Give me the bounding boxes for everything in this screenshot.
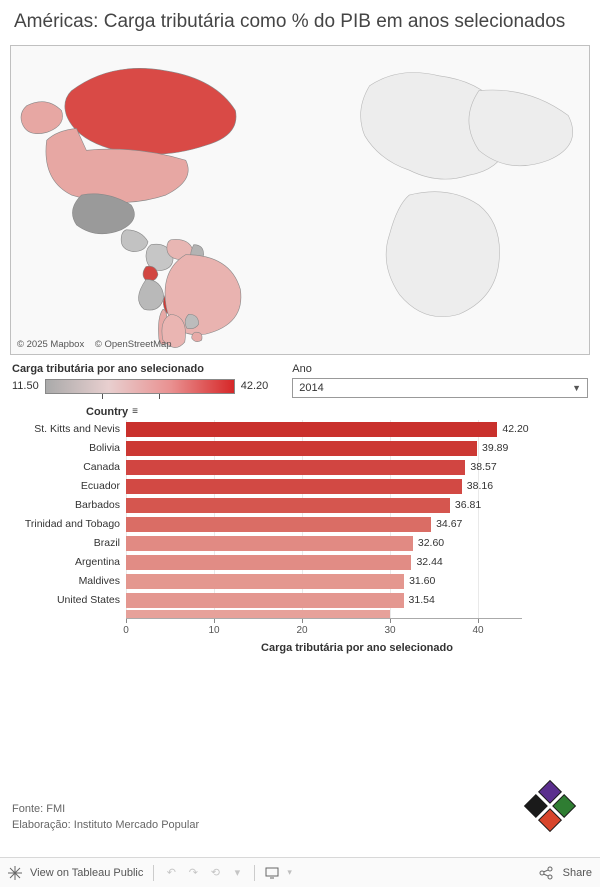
barchart-header-label[interactable]: Country xyxy=(86,406,128,418)
bar-country-label: Maldives xyxy=(12,575,126,587)
legend-title: Carga tributária por ano selecionado xyxy=(12,363,268,375)
bar-value-label: 39.89 xyxy=(482,442,508,454)
bar-value-label: 38.57 xyxy=(470,461,496,473)
bar-row[interactable]: St. Kitts and Nevis 42.20 xyxy=(12,420,588,439)
color-legend: Carga tributária por ano selecionado 11.… xyxy=(12,363,268,394)
barchart-x-axis-title: Carga tributária por ano selecionado xyxy=(126,642,588,654)
bar-row[interactable]: Brazil 32.60 xyxy=(12,534,588,553)
bar-rect[interactable] xyxy=(126,441,477,456)
map-centralamerica[interactable] xyxy=(121,229,148,251)
legend-gradient-bar[interactable] xyxy=(45,379,235,394)
legend-max: 42.20 xyxy=(241,380,269,392)
bar-row[interactable]: Barbados 36.81 xyxy=(12,496,588,515)
bar-value-label: 36.81 xyxy=(455,499,481,511)
map-peru[interactable] xyxy=(139,279,164,310)
bar-country-label: Brazil xyxy=(12,537,126,549)
axis-tick-label: 10 xyxy=(208,625,219,636)
bar-value-label: 31.60 xyxy=(409,575,435,587)
device-preview-icon[interactable] xyxy=(265,866,279,880)
tableau-logo-icon[interactable] xyxy=(8,866,22,880)
bar-value-label: 42.20 xyxy=(502,423,528,435)
bar-country-label: St. Kitts and Nevis xyxy=(12,423,126,435)
bar-country-label: United States xyxy=(12,594,126,606)
bar-row[interactable]: Bolivia 39.89 xyxy=(12,439,588,458)
legend-min: 11.50 xyxy=(12,380,39,392)
undo-icon[interactable]: ↶ xyxy=(164,866,178,880)
axis-tick-label: 30 xyxy=(384,625,395,636)
bar-value-label: 32.44 xyxy=(416,556,442,568)
bar-rect[interactable] xyxy=(126,460,465,475)
bar-value-label: 38.16 xyxy=(467,480,493,492)
attrib-mapbox[interactable]: © 2025 Mapbox xyxy=(17,339,84,350)
bar-country-label: Bolivia xyxy=(12,442,126,454)
sort-icon[interactable]: ≡ xyxy=(132,406,138,417)
redo-icon[interactable]: ↷ xyxy=(186,866,200,880)
bar-row[interactable]: United States 31.54 xyxy=(12,591,588,610)
bar-row[interactable]: Argentina 32.44 xyxy=(12,553,588,572)
bar-row[interactable]: Canada 38.57 xyxy=(12,458,588,477)
bar-row[interactable]: Maldives 31.60 xyxy=(12,572,588,591)
bar-rect[interactable] xyxy=(126,498,450,513)
attrib-osm[interactable]: © OpenStreetMap xyxy=(95,339,172,350)
refresh-icon[interactable]: ▾ xyxy=(230,866,244,880)
year-selected-value: 2014 xyxy=(299,382,323,394)
bar-country-label: Ecuador xyxy=(12,480,126,492)
world-map xyxy=(11,46,589,354)
bar-rect[interactable] xyxy=(126,555,411,570)
map-attribution: © 2025 Mapbox © OpenStreetMap xyxy=(17,339,180,350)
credits-source: Fonte: FMI xyxy=(12,802,199,817)
bar-value-label: 34.67 xyxy=(436,518,462,530)
bar-rect[interactable] xyxy=(126,574,404,589)
bar-rect[interactable] xyxy=(126,536,413,551)
bar-rect[interactable] xyxy=(126,593,404,608)
map-region[interactable]: © 2025 Mapbox © OpenStreetMap xyxy=(10,45,590,355)
bar-country-label: Trinidad and Tobago xyxy=(12,518,126,530)
barchart-bars: St. Kitts and Nevis 42.20 Bolivia 39.89 Cana… xyxy=(12,420,588,618)
map-uruguay[interactable] xyxy=(192,332,202,342)
bar-country-label: Canada xyxy=(12,461,126,473)
axis-tick-label: 0 xyxy=(123,625,129,636)
axis-tick-label: 40 xyxy=(472,625,483,636)
publisher-logo xyxy=(522,778,578,839)
bar-rect[interactable] xyxy=(126,479,462,494)
bar-rect[interactable] xyxy=(126,517,431,532)
bar-rect[interactable] xyxy=(126,422,497,437)
bar-value-label: 31.54 xyxy=(409,594,435,606)
credits-block: Fonte: FMI Elaboração: Instituto Mercado… xyxy=(12,802,199,833)
bar-row[interactable]: Ecuador 38.16 xyxy=(12,477,588,496)
share-icon[interactable] xyxy=(539,866,553,880)
credits-elab: Elaboração: Instituto Mercado Popular xyxy=(12,818,199,833)
share-button[interactable]: Share xyxy=(563,867,592,879)
year-filter-select[interactable]: 2014 ▼ xyxy=(292,378,588,398)
revert-icon[interactable]: ⟲ xyxy=(208,866,222,880)
bar-value-label: 32.60 xyxy=(418,537,444,549)
map-canada[interactable] xyxy=(65,68,236,154)
tableau-bottom-toolbar: View on Tableau Public ↶ ↷ ⟲ ▾ ▾ Share xyxy=(0,857,600,887)
bar-row[interactable]: Trinidad and Tobago 34.67 xyxy=(12,515,588,534)
chevron-down-icon: ▼ xyxy=(572,383,581,393)
barchart-x-axis: 0 10 20 30 40 xyxy=(126,618,522,640)
map-asia-east xyxy=(469,90,573,166)
map-africa xyxy=(386,191,499,316)
view-on-tableau-link[interactable]: View on Tableau Public xyxy=(30,867,143,879)
bar-country-label: Argentina xyxy=(12,556,126,568)
bar-country-label: Barbados xyxy=(12,499,126,511)
axis-tick-label: 20 xyxy=(296,625,307,636)
map-alaska[interactable] xyxy=(21,101,63,133)
year-filter-label: Ano xyxy=(292,363,588,375)
dashboard-title: Américas: Carga tributária como % do PIB… xyxy=(0,0,600,41)
